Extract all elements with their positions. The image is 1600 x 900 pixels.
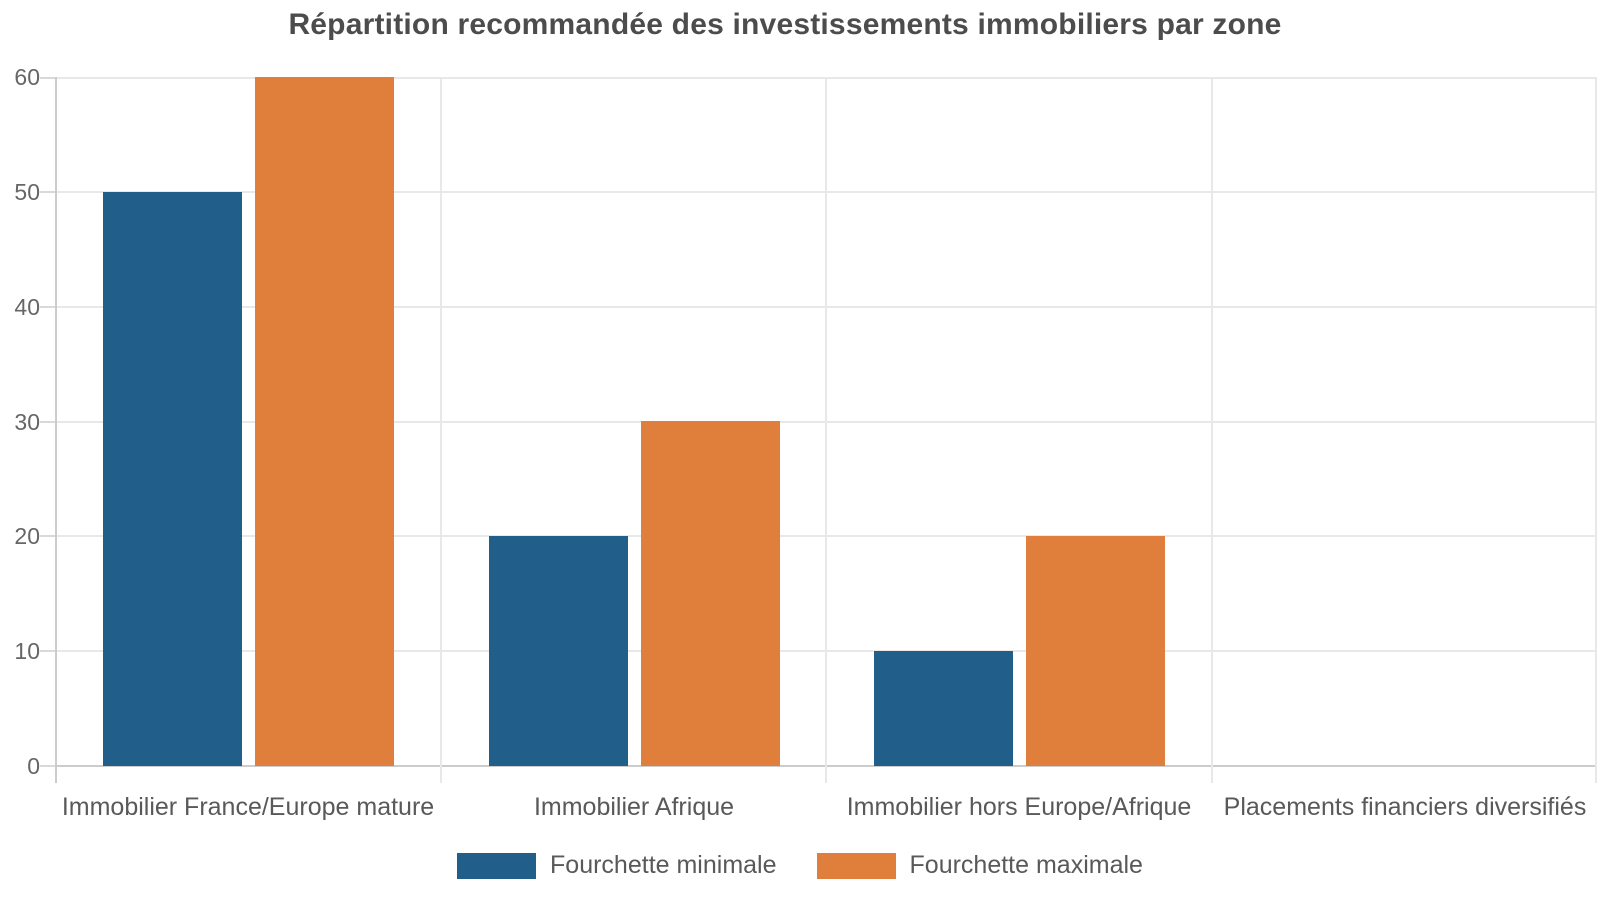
y-tick-label: 20: [14, 523, 40, 549]
y-tick-label: 10: [14, 638, 40, 664]
legend-swatch: [816, 852, 896, 879]
category-boundary-line: [1211, 77, 1213, 783]
bar-fourchette-minimale: [102, 192, 242, 766]
y-tick-label: 50: [14, 179, 40, 205]
legend-item: Fourchette minimale: [457, 851, 777, 880]
y-tick-label: 30: [14, 409, 40, 435]
y-tick-mark: [40, 535, 55, 537]
bar-group: [1212, 77, 1598, 766]
x-category-label: Immobilier hors Europe/Afrique: [846, 793, 1192, 821]
bar-fourchette-maximale: [640, 421, 780, 766]
legend-label: Fourchette maximale: [909, 851, 1143, 879]
x-category-label: Immobilier France/Europe mature: [61, 793, 435, 821]
bar-fourchette-maximale: [1025, 536, 1165, 766]
y-tick-mark: [40, 765, 55, 767]
y-tick-label: 0: [27, 753, 40, 779]
bar-group: [55, 77, 441, 766]
y-axis-line: [55, 77, 57, 783]
legend: Fourchette minimale Fourchette maximale: [0, 851, 1600, 880]
x-category-label: Placements financiers diversifiés: [1223, 793, 1587, 821]
y-tick-mark: [40, 421, 55, 423]
bar-group: [441, 77, 827, 766]
y-tick-label: 60: [14, 64, 40, 90]
legend-swatch: [457, 852, 537, 879]
bar-fourchette-minimale: [488, 536, 628, 766]
category-boundary-line: [825, 77, 827, 783]
chart-title: Répartition recommandée des investisseme…: [288, 8, 1282, 41]
y-tick-mark: [40, 650, 55, 652]
y-tick-mark: [40, 191, 55, 193]
legend-item: Fourchette maximale: [816, 851, 1143, 880]
y-tick-mark: [40, 306, 55, 308]
category-boundary-line: [1595, 77, 1597, 783]
bar-fourchette-minimale: [873, 651, 1013, 766]
y-tick-mark: [40, 77, 55, 79]
bar-fourchette-maximale: [254, 77, 394, 766]
plot-area: [40, 77, 1598, 783]
category-boundary-line: [440, 77, 442, 783]
legend-label: Fourchette minimale: [550, 851, 777, 879]
bar-group: [826, 77, 1212, 766]
x-category-label: Immobilier Afrique: [533, 793, 735, 821]
y-tick-label: 40: [14, 294, 40, 320]
